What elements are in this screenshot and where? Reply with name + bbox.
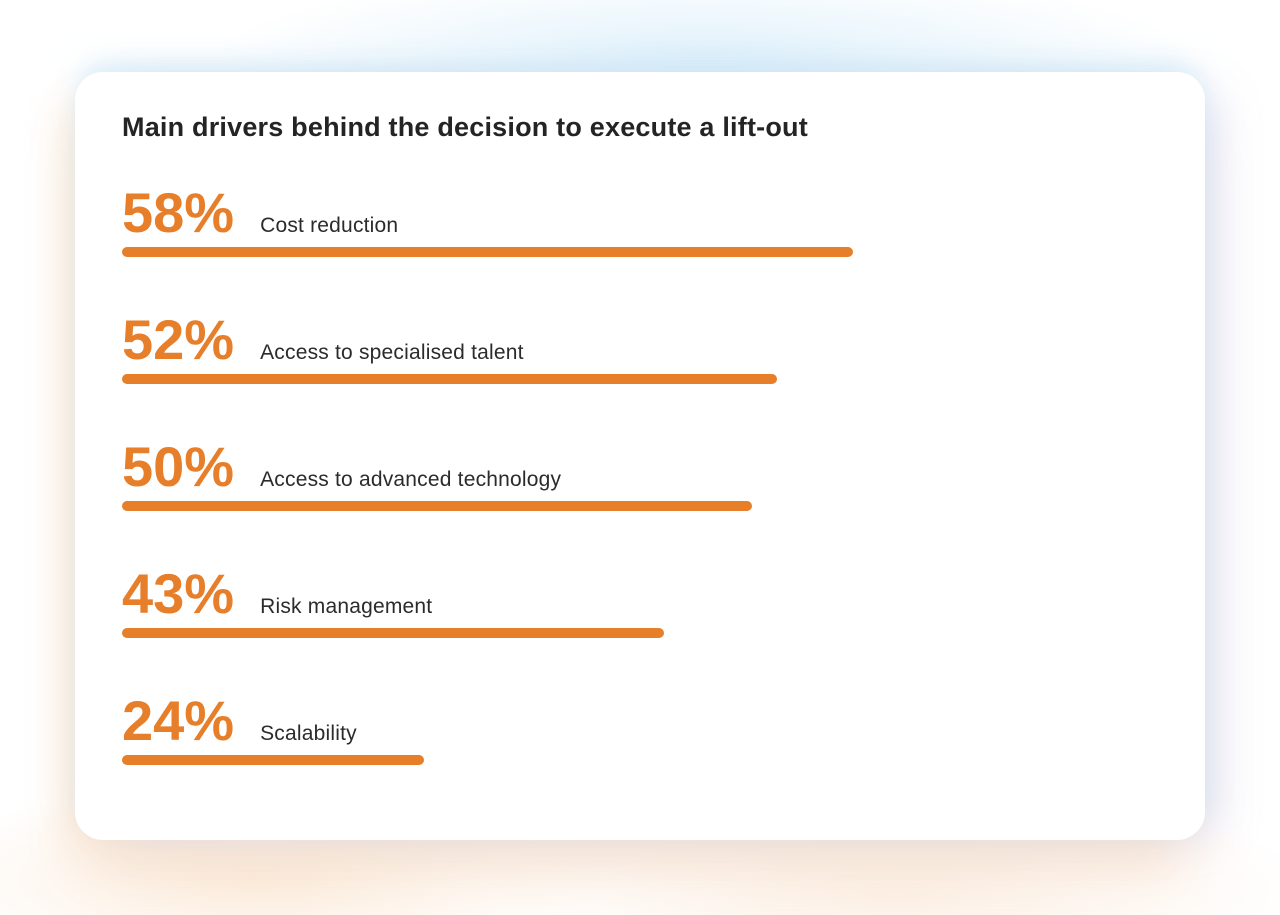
bar-list: 58% Cost reduction 52% Access to special… <box>122 185 1158 765</box>
bar-row-text: 24% Scalability <box>122 693 1158 749</box>
bar <box>122 501 752 511</box>
bar <box>122 374 778 384</box>
category-label: Risk management <box>260 595 433 618</box>
bar <box>122 247 853 257</box>
chart-card: Main drivers behind the decision to exec… <box>75 72 1205 840</box>
bar-row-text: 43% Risk management <box>122 566 1158 622</box>
bar-row-advanced-technology: 50% Access to advanced technology <box>122 439 1158 511</box>
value-label: 58% <box>122 181 235 244</box>
value-label: 24% <box>122 689 235 752</box>
bar-row-specialised-talent: 52% Access to specialised talent <box>122 312 1158 384</box>
category-label: Access to specialised talent <box>260 341 524 364</box>
category-label: Access to advanced technology <box>260 468 562 491</box>
bar <box>122 755 425 765</box>
bar-row-scalability: 24% Scalability <box>122 693 1158 765</box>
bar <box>122 628 664 638</box>
bar-row-text: 58% Cost reduction <box>122 185 1158 241</box>
bar-row-risk-management: 43% Risk management <box>122 566 1158 638</box>
category-label: Cost reduction <box>260 214 399 237</box>
value-label: 43% <box>122 562 235 625</box>
value-label: 52% <box>122 308 235 371</box>
chart-title: Main drivers behind the decision to exec… <box>122 112 808 142</box>
bar-row-text: 50% Access to advanced technology <box>122 439 1158 495</box>
bar-row-text: 52% Access to specialised talent <box>122 312 1158 368</box>
value-label: 50% <box>122 435 235 498</box>
bar-row-cost-reduction: 58% Cost reduction <box>122 185 1158 257</box>
category-label: Scalability <box>260 722 357 745</box>
